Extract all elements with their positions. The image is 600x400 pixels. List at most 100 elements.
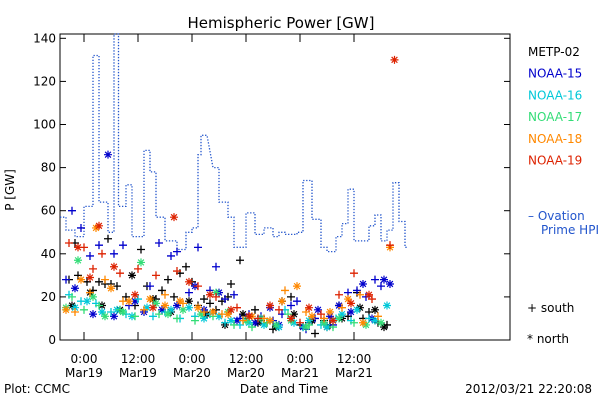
point-noaa-16-north — [167, 305, 175, 314]
point-noaa-18-north — [326, 307, 334, 316]
footer-timestamp: 2012/03/21 22:20:08 — [465, 382, 592, 396]
point-noaa-19-north — [170, 213, 178, 222]
ovation-line-layer — [60, 33, 408, 253]
point-noaa-17-north — [197, 310, 205, 319]
point-metp-02-south — [287, 292, 295, 301]
point-noaa-15-south — [371, 275, 379, 284]
y-tick-label: 120 — [33, 74, 56, 88]
point-noaa-18-south — [356, 290, 364, 299]
point-noaa-15-south — [353, 286, 361, 295]
point-metp-02-south — [83, 277, 91, 286]
point-noaa-19-north — [390, 55, 399, 64]
point-noaa-16-north — [185, 303, 193, 312]
point-metp-02-south — [104, 234, 112, 243]
point-noaa-18-north — [62, 305, 70, 314]
point-noaa-16-north — [305, 316, 313, 325]
point-noaa-18-north — [77, 275, 85, 284]
y-tick-label: 80 — [41, 161, 56, 175]
point-noaa-16-north — [143, 303, 151, 312]
point-metp-02-south — [344, 312, 352, 321]
x-tick-label-time: 0:00 — [179, 352, 206, 366]
point-noaa-17-south — [248, 323, 256, 332]
y-tick-label: 100 — [33, 118, 56, 132]
y-tick-label: 0 — [48, 333, 56, 347]
point-noaa-16-north — [215, 312, 223, 321]
y-tick-label: 20 — [41, 290, 56, 304]
point-noaa-15-south — [212, 262, 220, 271]
y-axis-label: P [GW] — [3, 169, 17, 211]
point-metp-02-south — [227, 279, 235, 288]
point-noaa-15-south — [230, 290, 238, 299]
point-noaa-19-south — [194, 282, 202, 291]
point-noaa-19-south — [173, 267, 181, 276]
point-noaa-19-north — [74, 243, 82, 252]
point-noaa-19-south — [368, 295, 376, 304]
point-metp-02-south — [206, 299, 214, 308]
point-noaa-17-north — [89, 292, 97, 301]
point-noaa-18-south — [239, 316, 247, 325]
point-noaa-16-north — [323, 323, 331, 332]
point-noaa-15-north — [326, 312, 334, 321]
point-noaa-15-north — [131, 297, 139, 306]
legend-item-noaa-18: NOAA-18 — [528, 132, 582, 146]
point-noaa-19-north — [287, 314, 295, 323]
point-noaa-15-north — [71, 284, 79, 293]
x-tick-label-date: Mar21 — [335, 366, 373, 380]
legend-item-noaa-16: NOAA-16 — [528, 88, 582, 102]
legend-item-noaa-15: NOAA-15 — [528, 67, 582, 81]
point-metp-02-north — [371, 305, 379, 314]
y-tick-label: 60 — [41, 204, 56, 218]
point-noaa-16-south — [221, 318, 229, 327]
point-noaa-18-north — [176, 297, 184, 306]
point-noaa-15-south — [173, 247, 181, 256]
point-noaa-19-south — [386, 241, 394, 250]
x-tick-label-time: 0:00 — [71, 352, 98, 366]
point-noaa-18-north — [308, 312, 316, 321]
point-noaa-15-north — [173, 301, 181, 310]
point-noaa-19-north — [131, 290, 139, 299]
point-noaa-15-south — [185, 288, 193, 297]
point-noaa-19-north — [206, 290, 214, 299]
point-noaa-18-north — [209, 307, 217, 316]
point-noaa-15-south — [62, 275, 70, 284]
point-noaa-16-north — [200, 314, 208, 323]
point-noaa-18-north — [194, 303, 202, 312]
legend-south: + south — [527, 301, 574, 315]
point-noaa-16-north — [227, 316, 235, 325]
point-noaa-18-south — [302, 307, 310, 316]
point-noaa-15-south — [287, 301, 295, 310]
point-noaa-18-south — [320, 314, 328, 323]
point-noaa-15-north — [314, 305, 322, 314]
point-noaa-19-south — [296, 318, 304, 327]
point-noaa-19-north — [305, 303, 313, 312]
point-noaa-15-north — [335, 301, 343, 310]
point-noaa-15-south — [293, 297, 301, 306]
point-noaa-19-south — [152, 271, 160, 280]
point-metp-02-south — [122, 292, 130, 301]
legend-north: * north — [527, 332, 569, 346]
point-noaa-15-south — [86, 251, 94, 260]
point-noaa-19-north — [347, 299, 355, 308]
point-noaa-15-north — [359, 279, 367, 288]
point-noaa-18-south — [281, 286, 289, 295]
point-noaa-19-south — [134, 264, 142, 273]
point-noaa-15-south — [155, 239, 163, 248]
point-metp-02-south — [311, 329, 319, 338]
point-noaa-15-north — [233, 316, 241, 325]
point-noaa-15-north — [110, 312, 118, 321]
point-noaa-16-south — [134, 295, 142, 304]
point-noaa-19-south — [89, 264, 97, 273]
point-noaa-17-south — [350, 318, 358, 327]
point-noaa-16-south — [107, 307, 115, 316]
plot-frame — [59, 33, 511, 341]
point-metp-02-south — [74, 271, 82, 280]
point-noaa-15-north — [104, 150, 112, 159]
point-noaa-19-south — [98, 249, 106, 258]
point-metp-02-north — [128, 271, 136, 280]
point-noaa-16-north — [371, 316, 379, 325]
point-noaa-15-north — [251, 318, 259, 327]
point-metp-02-south — [200, 295, 208, 304]
point-noaa-15-south — [95, 241, 103, 250]
legend: METP-02 NOAA-15 NOAA-16 NOAA-17 NOAA-18 NOAA-… — [527, 45, 599, 346]
point-noaa-15-south — [146, 282, 154, 291]
